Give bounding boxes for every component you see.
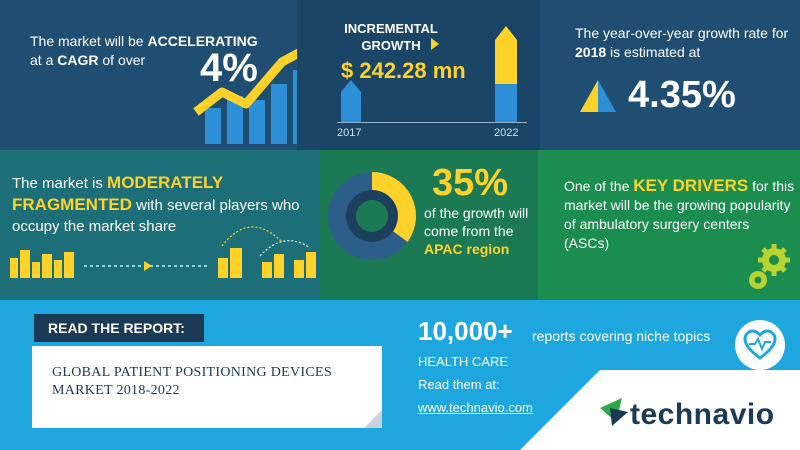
cagr-text: The market will be ACCELERATING at a CAG… bbox=[30, 33, 258, 68]
city-buildings-icon bbox=[10, 226, 316, 278]
incremental-growth-label: INCREMENTAL GROWTH bbox=[344, 21, 438, 53]
fragmented-panel: The market is MODERATELY FRAGMENTED with… bbox=[0, 150, 320, 300]
gears-icon bbox=[749, 244, 790, 289]
report-title[interactable]: GLOBAL PATIENT POSITIONING DEVICES MARKE… bbox=[52, 365, 332, 398]
read-report-tab: READ THE REPORT: bbox=[34, 314, 204, 342]
key-drivers-highlight: KEY DRIVERS bbox=[633, 176, 749, 195]
report-count: 10,000+ bbox=[418, 316, 513, 346]
cagr-value: 4% bbox=[200, 46, 258, 90]
heart-health-icon bbox=[735, 320, 785, 370]
year-end-label: 2022 bbox=[494, 127, 519, 139]
incremental-bars-icon bbox=[341, 26, 517, 122]
yoy-panel: The year-over-year growth rate for 2018 … bbox=[540, 0, 800, 150]
key-drivers-panel: One of the KEY DRIVERS for this market w… bbox=[538, 150, 800, 300]
play-arrow-icon bbox=[431, 38, 439, 50]
cagr-panel: The market will be ACCELERATING at a CAG… bbox=[0, 0, 297, 150]
apac-value: 35% bbox=[432, 162, 509, 204]
yoy-value: 4.35% bbox=[628, 74, 736, 116]
apac-text: of the growth will come from the APAC re… bbox=[424, 205, 529, 257]
page-curl-icon bbox=[364, 410, 382, 428]
read-report-label: READ THE REPORT: bbox=[48, 320, 185, 336]
incremental-growth-panel: INCREMENTAL GROWTH $ 242.28 mn 2017 2022 bbox=[297, 0, 540, 150]
incremental-axis bbox=[337, 122, 527, 123]
report-panel: READ THE REPORT: GLOBAL PATIENT POSITION… bbox=[0, 300, 800, 450]
report-category: HEALTH CARE bbox=[418, 354, 509, 369]
triangle-up-icon bbox=[580, 80, 616, 112]
growth-bars-arrow-icon bbox=[193, 48, 297, 144]
incremental-amount: $ 242.28 mn bbox=[341, 58, 466, 83]
report-count-desc: reports covering niche topics bbox=[532, 328, 711, 344]
moderately-highlight: MODERATELY bbox=[107, 173, 224, 192]
apac-donut-chart bbox=[328, 172, 416, 260]
accelerating-highlight: ACCELERATING bbox=[147, 33, 258, 49]
cagr-label: CAGR bbox=[57, 52, 99, 68]
background-diagonal bbox=[520, 370, 800, 450]
apac-region-highlight: APAC region bbox=[424, 241, 510, 257]
technavio-link[interactable]: www.technavio.com bbox=[418, 400, 533, 415]
technavio-logo: technavio bbox=[630, 398, 775, 431]
key-drivers-text: One of the KEY DRIVERS for this market w… bbox=[564, 176, 795, 251]
yoy-text: The year-over-year growth rate for 2018 … bbox=[575, 25, 789, 60]
yoy-year: 2018 bbox=[575, 44, 607, 60]
read-them-label: Read them at: bbox=[418, 377, 500, 392]
apac-panel: 35% of the growth will come from the APA… bbox=[320, 150, 538, 300]
report-card[interactable]: GLOBAL PATIENT POSITIONING DEVICES MARKE… bbox=[32, 346, 382, 428]
year-start-label: 2017 bbox=[337, 127, 362, 139]
technavio-logo-icon bbox=[600, 398, 628, 426]
fragmented-text: The market is MODERATELY FRAGMENTED with… bbox=[12, 173, 300, 235]
fragmented-highlight: FRAGMENTED bbox=[12, 195, 132, 214]
